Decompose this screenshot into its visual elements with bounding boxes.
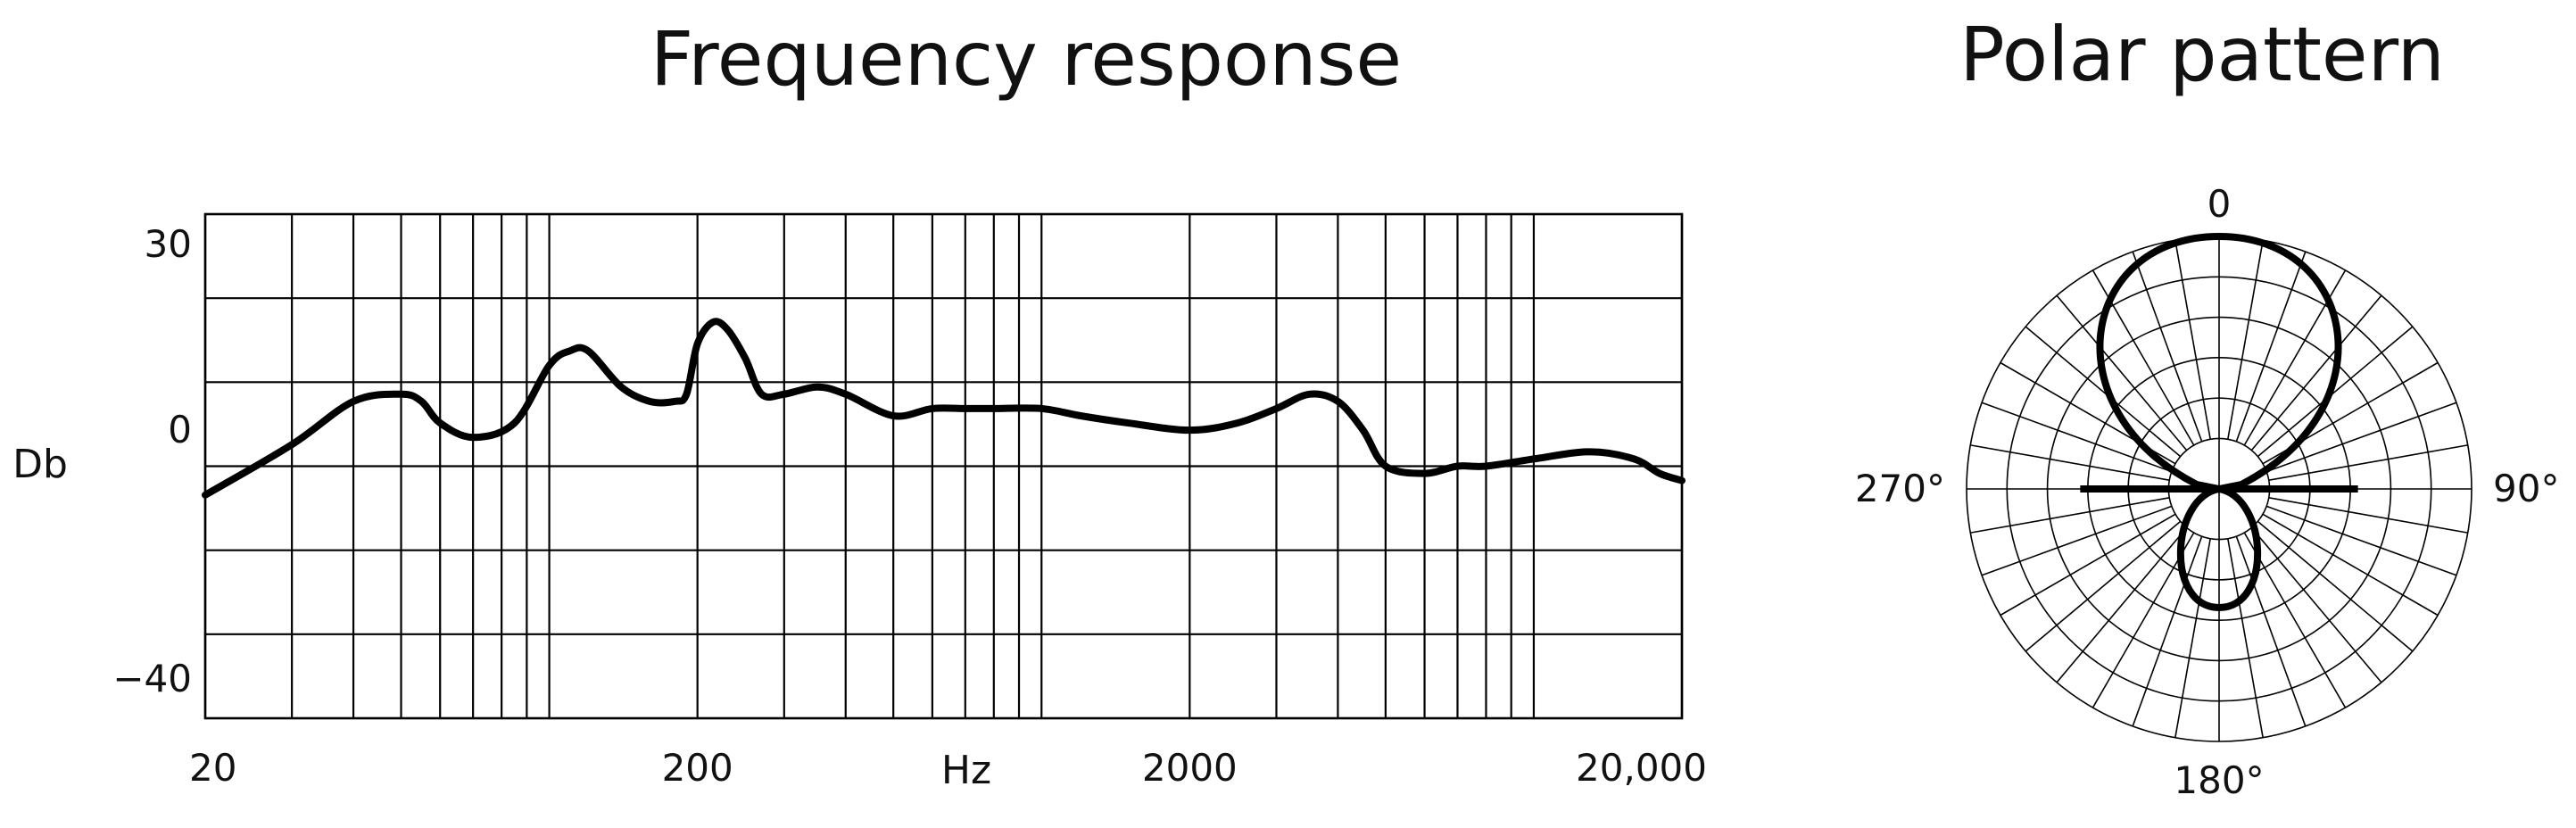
polar-grid-spoke: [2132, 535, 2203, 727]
polar-angle-label: 0: [2207, 182, 2232, 226]
frequency-x-tick-label: 2000: [1142, 746, 1238, 790]
polar-grid-spoke: [1970, 497, 2170, 534]
polar-grid-spoke: [2268, 497, 2468, 534]
frequency-y-axis-label: Db: [12, 442, 68, 487]
polar-angle-label: 90°: [2493, 467, 2559, 510]
polar-chart-title: Polar pattern: [1959, 11, 2445, 98]
frequency-y-tick-label: 30: [145, 222, 192, 266]
polar-grid-spoke: [2227, 240, 2264, 440]
frequency-x-tick-label: 20: [189, 746, 236, 790]
polar-grid-spoke: [2174, 538, 2211, 738]
polar-angle-label: 180°: [2174, 758, 2264, 802]
polar-grid-spoke: [2265, 505, 2457, 576]
polar-grid-spoke: [2243, 532, 2347, 708]
polar-grid-spoke: [2174, 240, 2211, 440]
frequency-x-axis-label: Hz: [941, 748, 991, 793]
frequency-y-ticks: 30 0 −40: [112, 222, 192, 700]
polar-grid-spoke: [2132, 251, 2203, 443]
frequency-response-chart: Frequency response 30 0 −40 20 200 2000 20,00…: [12, 15, 1707, 793]
polar-grid-spoke: [2000, 513, 2176, 617]
frequency-x-tick-label: 20,000: [1576, 746, 1707, 790]
frequency-x-ticks: 20 200 2000 20,000: [189, 746, 1707, 790]
polar-angle-labels: 0 90° 180° 270°: [1855, 182, 2560, 802]
polar-grid-spoke: [2257, 520, 2414, 652]
polar-grid-spoke: [2262, 513, 2439, 617]
polar-grid-spoke: [2257, 326, 2414, 458]
polar-grid-spoke: [2265, 402, 2457, 473]
frequency-response-curve: [202, 318, 1686, 499]
frequency-x-tick-label: 200: [662, 746, 733, 790]
polar-grid-spoke: [2056, 526, 2188, 683]
polar-grid-spoke: [1981, 402, 2173, 473]
polar-grid-spoke: [2025, 326, 2182, 458]
polar-grid-spoke: [2091, 532, 2195, 708]
frequency-plot-frame: [203, 212, 1684, 720]
polar-grid-spoke: [1970, 444, 2170, 481]
polar-grid-spoke: [2250, 294, 2382, 451]
polar-grid-spoke: [2235, 251, 2307, 443]
polar-grid-spoke: [2056, 294, 2188, 451]
polar-angle-label: 270°: [1855, 467, 1945, 510]
polar-pattern-chart: Polar pattern 0 90° 180° 270°: [1855, 11, 2560, 802]
polar-grid-spoke: [2250, 526, 2382, 683]
frequency-y-tick-label: 0: [168, 408, 192, 451]
polar-grid-spoke: [2025, 520, 2182, 652]
polar-rear-lobe: [2176, 485, 2262, 612]
polar-grid-spoke: [2227, 538, 2264, 738]
frequency-chart-title: Frequency response: [650, 15, 1402, 103]
polar-grid-spoke: [1981, 505, 2173, 576]
polar-grid-spoke: [2268, 444, 2468, 481]
polar-grid-spoke: [2235, 535, 2307, 727]
frequency-y-tick-label: −40: [112, 657, 192, 700]
polar-grid: [1966, 236, 2472, 742]
